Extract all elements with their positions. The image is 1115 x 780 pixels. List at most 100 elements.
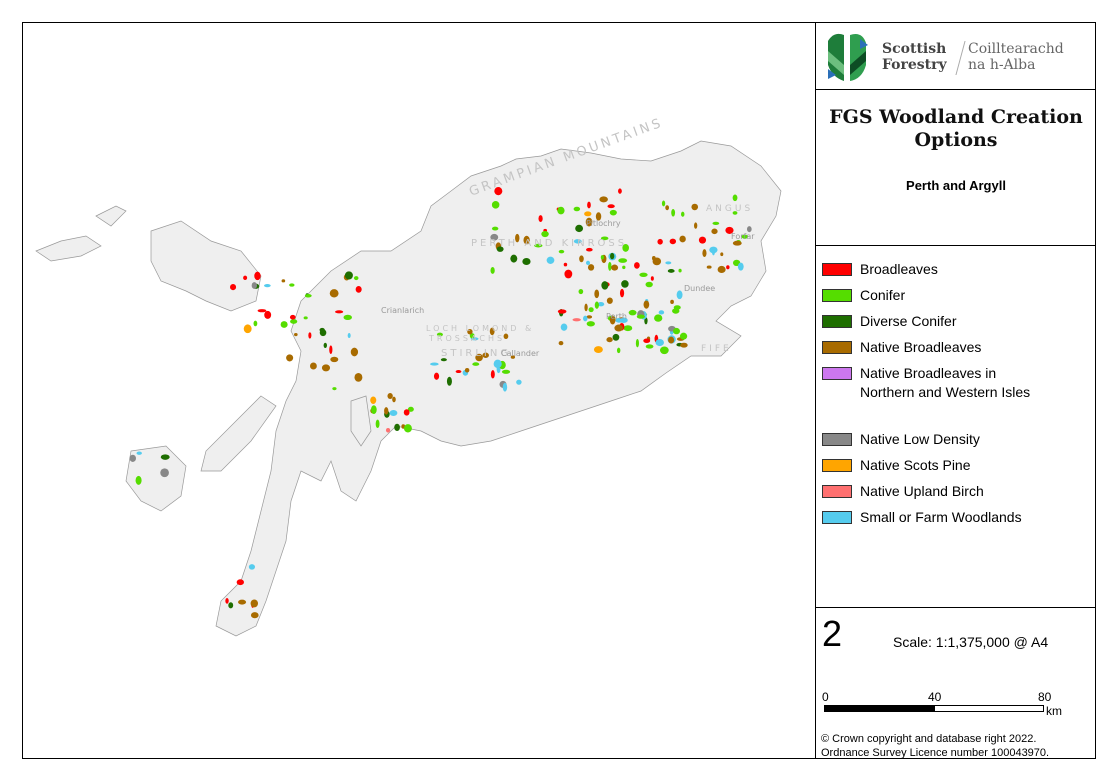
jura <box>200 395 277 472</box>
woodland-site <box>572 318 581 322</box>
woodland-site <box>611 264 619 271</box>
scalebar-tick-40: 40 <box>928 690 942 704</box>
woodland-site <box>679 332 688 340</box>
legend-swatch <box>822 367 852 380</box>
scalebar-tick-80: 80 <box>1038 690 1052 704</box>
scottish-forestry-logo-icon <box>828 33 868 81</box>
woodland-site <box>557 309 567 314</box>
woodland-site <box>344 271 353 280</box>
woodland-site <box>541 231 549 238</box>
legend-item: Native Low Density <box>822 430 980 449</box>
logo-gd-1: Coilltearachd <box>968 41 1064 57</box>
map-frame: GRAMPIAN MOUNTAINS PERTH AND KINROSS LOC… <box>22 22 1096 759</box>
legend-item: Native Broadleaves <box>822 338 981 357</box>
woodland-site <box>614 324 624 332</box>
woodland-site <box>375 419 380 429</box>
legend-label: Native Scots Pine <box>860 457 971 473</box>
map-title: FGS Woodland Creation Options <box>829 106 1083 151</box>
woodland-site <box>464 368 470 373</box>
copyright-2: Ordnance Survey Licence number 100043970… <box>821 747 1050 759</box>
woodland-site <box>661 200 666 207</box>
woodland-site <box>403 409 410 416</box>
woodland-site <box>355 286 362 293</box>
woodland-site <box>594 289 600 299</box>
woodland-site <box>597 301 605 307</box>
woodland-site <box>534 243 543 248</box>
woodland-site <box>129 454 136 462</box>
woodland-site <box>436 332 443 337</box>
woodland-site <box>635 339 639 348</box>
woodland-site <box>407 406 414 412</box>
logo-en-2: Forestry <box>882 57 947 73</box>
woodland-site <box>712 221 720 226</box>
woodland-site <box>586 247 593 252</box>
town-perth: Perth <box>606 312 627 321</box>
copyright-1: © Crown copyright and database right 202… <box>821 733 1037 745</box>
woodland-site <box>673 327 680 335</box>
legend-label: Native Broadleaves in Northern and Weste… <box>860 365 1031 400</box>
legend-swatch <box>822 459 852 472</box>
woodland-site <box>639 272 648 278</box>
woodland-site <box>446 376 452 386</box>
woodland-site <box>680 342 688 348</box>
woodland-site <box>354 373 363 382</box>
woodland-site <box>618 258 628 263</box>
woodland-site <box>726 265 730 270</box>
woodland-site <box>595 212 602 221</box>
legend-swatch <box>822 511 852 524</box>
woodland-site <box>606 297 613 304</box>
woodland-site <box>516 379 522 385</box>
woodland-site <box>503 333 509 339</box>
woodland-site <box>490 233 499 241</box>
town-crianlarich: Crianlarich <box>381 306 424 315</box>
woodland-site <box>579 255 584 263</box>
woodland-site <box>475 353 483 362</box>
woodland-site <box>491 201 500 209</box>
woodland-site <box>678 268 682 273</box>
woodland-site <box>643 338 651 344</box>
woodland-site <box>230 283 237 291</box>
town-pitlochry: Pitlochry <box>586 219 621 228</box>
legend-label: Diverse Conifer <box>860 313 957 329</box>
mull <box>150 220 262 312</box>
woodland-site <box>387 392 393 399</box>
woodland-site <box>558 249 565 254</box>
logo-divider <box>955 41 966 75</box>
woodland-site <box>741 234 749 239</box>
map-canvas[interactable]: GRAMPIAN MOUNTAINS PERTH AND KINROSS LOC… <box>23 23 815 758</box>
woodland-site <box>225 597 229 604</box>
woodland-site <box>323 342 327 348</box>
woodland-site <box>243 324 252 334</box>
scalebar-unit: km <box>1046 704 1062 718</box>
woodland-site <box>472 362 480 366</box>
legend-label: Native Upland Birch <box>860 483 984 499</box>
woodland-site <box>586 321 595 327</box>
woodland-site <box>587 201 591 209</box>
woodland-site <box>665 261 672 265</box>
title-section: FGS Woodland Creation Options Perth and … <box>816 90 1096 246</box>
woodland-site <box>254 271 261 281</box>
woodland-site <box>496 246 504 252</box>
legend-swatch <box>822 315 852 328</box>
woodland-site <box>353 276 359 281</box>
woodland-site <box>385 428 391 433</box>
woodland-site <box>502 382 508 392</box>
label-angus: ANGUS <box>706 204 753 214</box>
woodland-site <box>289 283 295 287</box>
woodland-site <box>160 468 169 478</box>
woodland-site <box>522 257 531 266</box>
woodland-site <box>493 359 502 369</box>
woodland-site <box>711 228 718 235</box>
woodland-site <box>370 396 377 404</box>
woodland-site <box>609 209 617 216</box>
woodland-site <box>304 293 312 298</box>
woodland-site <box>578 288 584 295</box>
woodland-site <box>584 211 592 217</box>
woodland-site <box>672 308 680 314</box>
legend-item: Native Upland Birch <box>822 482 984 501</box>
woodland-site <box>607 204 615 209</box>
woodland-site <box>333 293 337 297</box>
woodland-site <box>343 314 352 321</box>
woodland-site <box>389 409 398 416</box>
woodland-site <box>619 288 625 298</box>
